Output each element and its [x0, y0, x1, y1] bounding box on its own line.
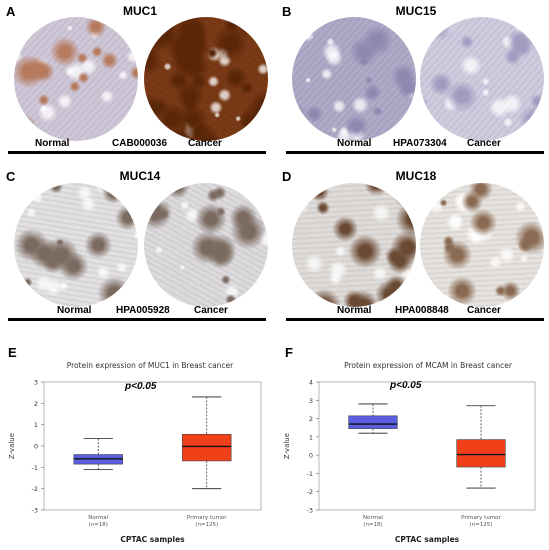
plot-frame [318, 381, 536, 511]
divider-bar [286, 318, 544, 321]
cancer-tissue-core [420, 183, 544, 307]
panel-letter: B [282, 4, 292, 19]
sample-count-label: (n=125) [470, 522, 493, 528]
normal-label: Normal [57, 305, 92, 316]
panel-title: MUC1 [122, 4, 157, 18]
y-tick-label: -3 [32, 507, 38, 515]
y-tick-label: 2 [309, 415, 313, 423]
cancer-tissue-core [420, 17, 544, 141]
y-tick-label: 0 [34, 443, 38, 451]
panel-letter: A [6, 4, 16, 19]
y-tick-label: -3 [307, 507, 313, 515]
box-plot-e: 3 2 1 0 -1 -2 -3 Z-value Normal(n=18) Primary tum… [8, 379, 262, 544]
panel-letter: C [6, 169, 16, 184]
cancer-label: Cancer [467, 305, 501, 316]
y-tick-label: -1 [32, 464, 38, 472]
sample-count-label: (n=18) [363, 522, 382, 528]
normal-tissue-core [14, 17, 138, 141]
cancer-tissue-core [144, 17, 268, 141]
x-axis-label: CPTAC samples [120, 535, 185, 544]
box-tumor [456, 439, 506, 468]
p-value: p<0.05 [125, 381, 157, 392]
sample-count-label: (n=18) [89, 522, 108, 528]
y-tick-label: 2 [34, 400, 38, 408]
cancer-tissue-core [144, 183, 268, 307]
divider-bar [286, 151, 544, 154]
panel-title: MUC18 [395, 169, 437, 183]
normal-tissue-core [292, 17, 416, 141]
y-tick-label: -2 [32, 485, 38, 493]
box-normal [348, 415, 398, 429]
category-label: Normal [363, 515, 383, 521]
y-tick-label: -2 [307, 488, 313, 496]
panel-title: MUC14 [119, 169, 161, 183]
category-label: Primary tumor [187, 515, 227, 521]
panel-letter: E [8, 345, 17, 360]
chart-title: Protein expression of MCAM in Breast can… [344, 361, 512, 370]
y-axis-label: Z-value [283, 433, 291, 459]
antibody-label: HPA008848 [395, 305, 449, 316]
normal-tissue-core [14, 183, 138, 307]
y-axis-label: Z-value [8, 433, 16, 459]
y-tick-label: 4 [309, 379, 313, 387]
y-tick-label: 3 [34, 379, 38, 387]
y-tick-label: 1 [34, 421, 38, 429]
divider-bar [8, 151, 266, 154]
category-label: Primary tumor [461, 515, 501, 521]
cancer-label: Cancer [194, 305, 228, 316]
antibody-label: HPA005928 [116, 305, 170, 316]
panel-letter: F [285, 345, 293, 360]
panel-letter: D [282, 169, 292, 184]
p-value: p<0.05 [390, 380, 422, 391]
normal-label: Normal [337, 138, 372, 149]
normal-label: Normal [337, 305, 372, 316]
box-tumor [182, 433, 232, 462]
y-tick-label: -1 [307, 470, 313, 478]
x-axis-label: CPTAC samples [395, 535, 460, 544]
y-tick-label: 0 [309, 452, 313, 460]
chart-title: Protein expression of MUC1 in Breast can… [66, 361, 234, 370]
cancer-label: Cancer [188, 138, 222, 149]
y-tick-label: 1 [309, 433, 313, 441]
normal-label: Normal [35, 138, 70, 149]
box-plot-f: 4 3 2 1 0 -1 -2 -3 Z-value Normal(n=18) Primary tu… [283, 379, 536, 544]
divider-bar [8, 318, 266, 321]
sample-count-label: (n=125) [195, 522, 218, 528]
y-tick-label: 3 [309, 397, 313, 405]
normal-tissue-core [292, 183, 416, 307]
cancer-label: Cancer [467, 138, 501, 149]
category-label: Normal [88, 515, 108, 521]
antibody-label: HPA073304 [393, 138, 447, 149]
antibody-label: CAB000036 [112, 138, 168, 149]
panel-title: MUC15 [395, 4, 437, 18]
